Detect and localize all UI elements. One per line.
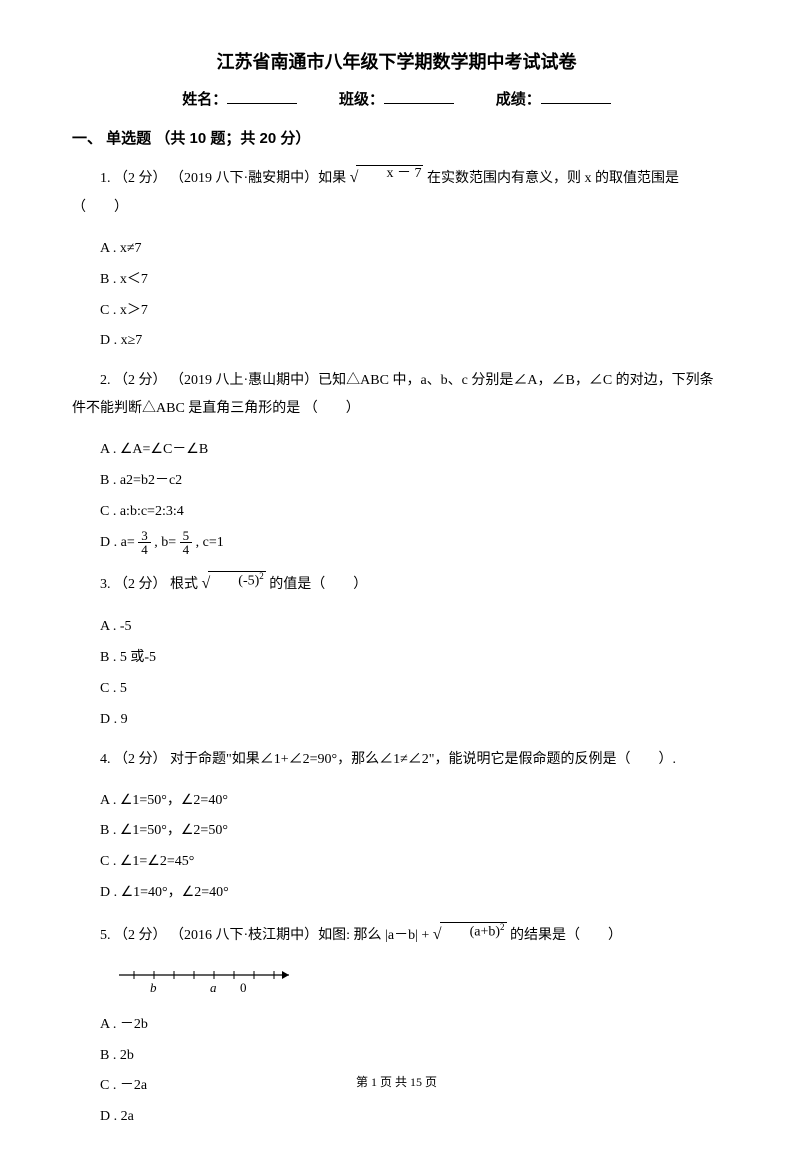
question-4: 4. （2 分） 对于命题"如果∠1+∠2=90°，那么∠1≠∠2"，能说明它是…: [72, 746, 721, 774]
sqrt-expression: √(-5)2: [202, 577, 266, 592]
page-footer: 第 1 页 共 15 页: [0, 1073, 793, 1090]
question-3: 3. （2 分） 根式 √(-5)2 的值是（ ）: [72, 568, 721, 600]
q4-option-b: B . ∠1=50°，∠2=50°: [100, 816, 721, 847]
q3-option-c: C . 5: [100, 674, 721, 705]
q2-option-b: B . a2=b2－c2: [100, 466, 721, 497]
class-blank[interactable]: [384, 89, 454, 104]
name-label: 姓名：: [182, 91, 227, 108]
q2-option-c: C . a:b:c=2:3:4: [100, 497, 721, 528]
q5-option-d: D . 2a: [100, 1102, 721, 1133]
q2-stem: 2. （2 分） （2019 八上·惠山期中）已知△ABC 中，a、b、c 分别…: [72, 367, 721, 423]
abs-expression: |a－b|: [385, 928, 418, 943]
score-label: 成绩：: [496, 91, 541, 108]
plus-sign: +: [421, 928, 429, 943]
sqrt-expression: √(a+b)2: [433, 928, 507, 943]
fraction-3-4: 34: [138, 529, 151, 556]
q1-option-d: D . x≥7: [100, 326, 721, 357]
exam-title: 江苏省南通市八年级下学期数学期中考试试卷: [72, 48, 721, 74]
sqrt-arg: (-5)2: [208, 571, 266, 589]
q1-option-a: A . x≠7: [100, 234, 721, 265]
q3-stem-b: 的值是（ ）: [269, 577, 367, 592]
section-1-heading: 一、 单选题 （共 10 题；共 20 分）: [72, 127, 721, 148]
q3-option-b: B . 5 或-5: [100, 643, 721, 674]
student-info: 姓名： 班级： 成绩：: [72, 88, 721, 109]
sqrt-expression: √x － 7: [350, 171, 424, 186]
q4-option-d: D . ∠1=40°，∠2=40°: [100, 878, 721, 909]
class-label: 班级：: [339, 91, 384, 108]
question-2: 2. （2 分） （2019 八上·惠山期中）已知△ABC 中，a、b、c 分别…: [72, 367, 721, 423]
number-line-figure: b a 0: [114, 963, 721, 1000]
q4-option-c: C . ∠1=∠2=45°: [100, 847, 721, 878]
name-blank[interactable]: [227, 89, 297, 104]
sqrt-arg: (a+b)2: [440, 922, 507, 940]
numline-zero: 0: [240, 980, 247, 995]
q2-option-d: D . a= 34 , b= 54 , c=1: [100, 528, 721, 559]
q3-stem-a: 3. （2 分） 根式: [100, 577, 198, 592]
q1-option-b: B . x＜7: [100, 265, 721, 296]
question-1: 1. （2 分） （2019 八下·融安期中）如果 √x － 7 在实数范围内有…: [72, 162, 721, 222]
score-blank[interactable]: [541, 89, 611, 104]
numline-b: b: [150, 980, 157, 995]
q3-option-d: D . 9: [100, 705, 721, 736]
q5-stem-a: 5. （2 分） （2016 八下·枝江期中）如图: 那么: [100, 928, 385, 943]
q4-option-a: A . ∠1=50°，∠2=40°: [100, 786, 721, 817]
sqrt-arg: x － 7: [356, 165, 423, 181]
numline-a: a: [210, 980, 217, 995]
q2-option-a: A . ∠A=∠C－∠B: [100, 435, 721, 466]
q2-d-c: , c=1: [196, 535, 224, 550]
q1-option-c: C . x＞7: [100, 296, 721, 327]
q2-d-b: , b=: [154, 535, 179, 550]
q5-option-a: A . －2b: [100, 1010, 721, 1041]
q2-d-a: D . a=: [100, 535, 138, 550]
q1-stem-a: 1. （2 分） （2019 八下·融安期中）如果: [100, 171, 350, 186]
q5-option-b: B . 2b: [100, 1041, 721, 1072]
q3-option-a: A . -5: [100, 612, 721, 643]
fraction-5-4: 54: [180, 529, 193, 556]
question-5: 5. （2 分） （2016 八下·枝江期中）如图: 那么 |a－b| + √(…: [72, 919, 721, 951]
q5-stem-b: 的结果是（ ）: [510, 928, 622, 943]
